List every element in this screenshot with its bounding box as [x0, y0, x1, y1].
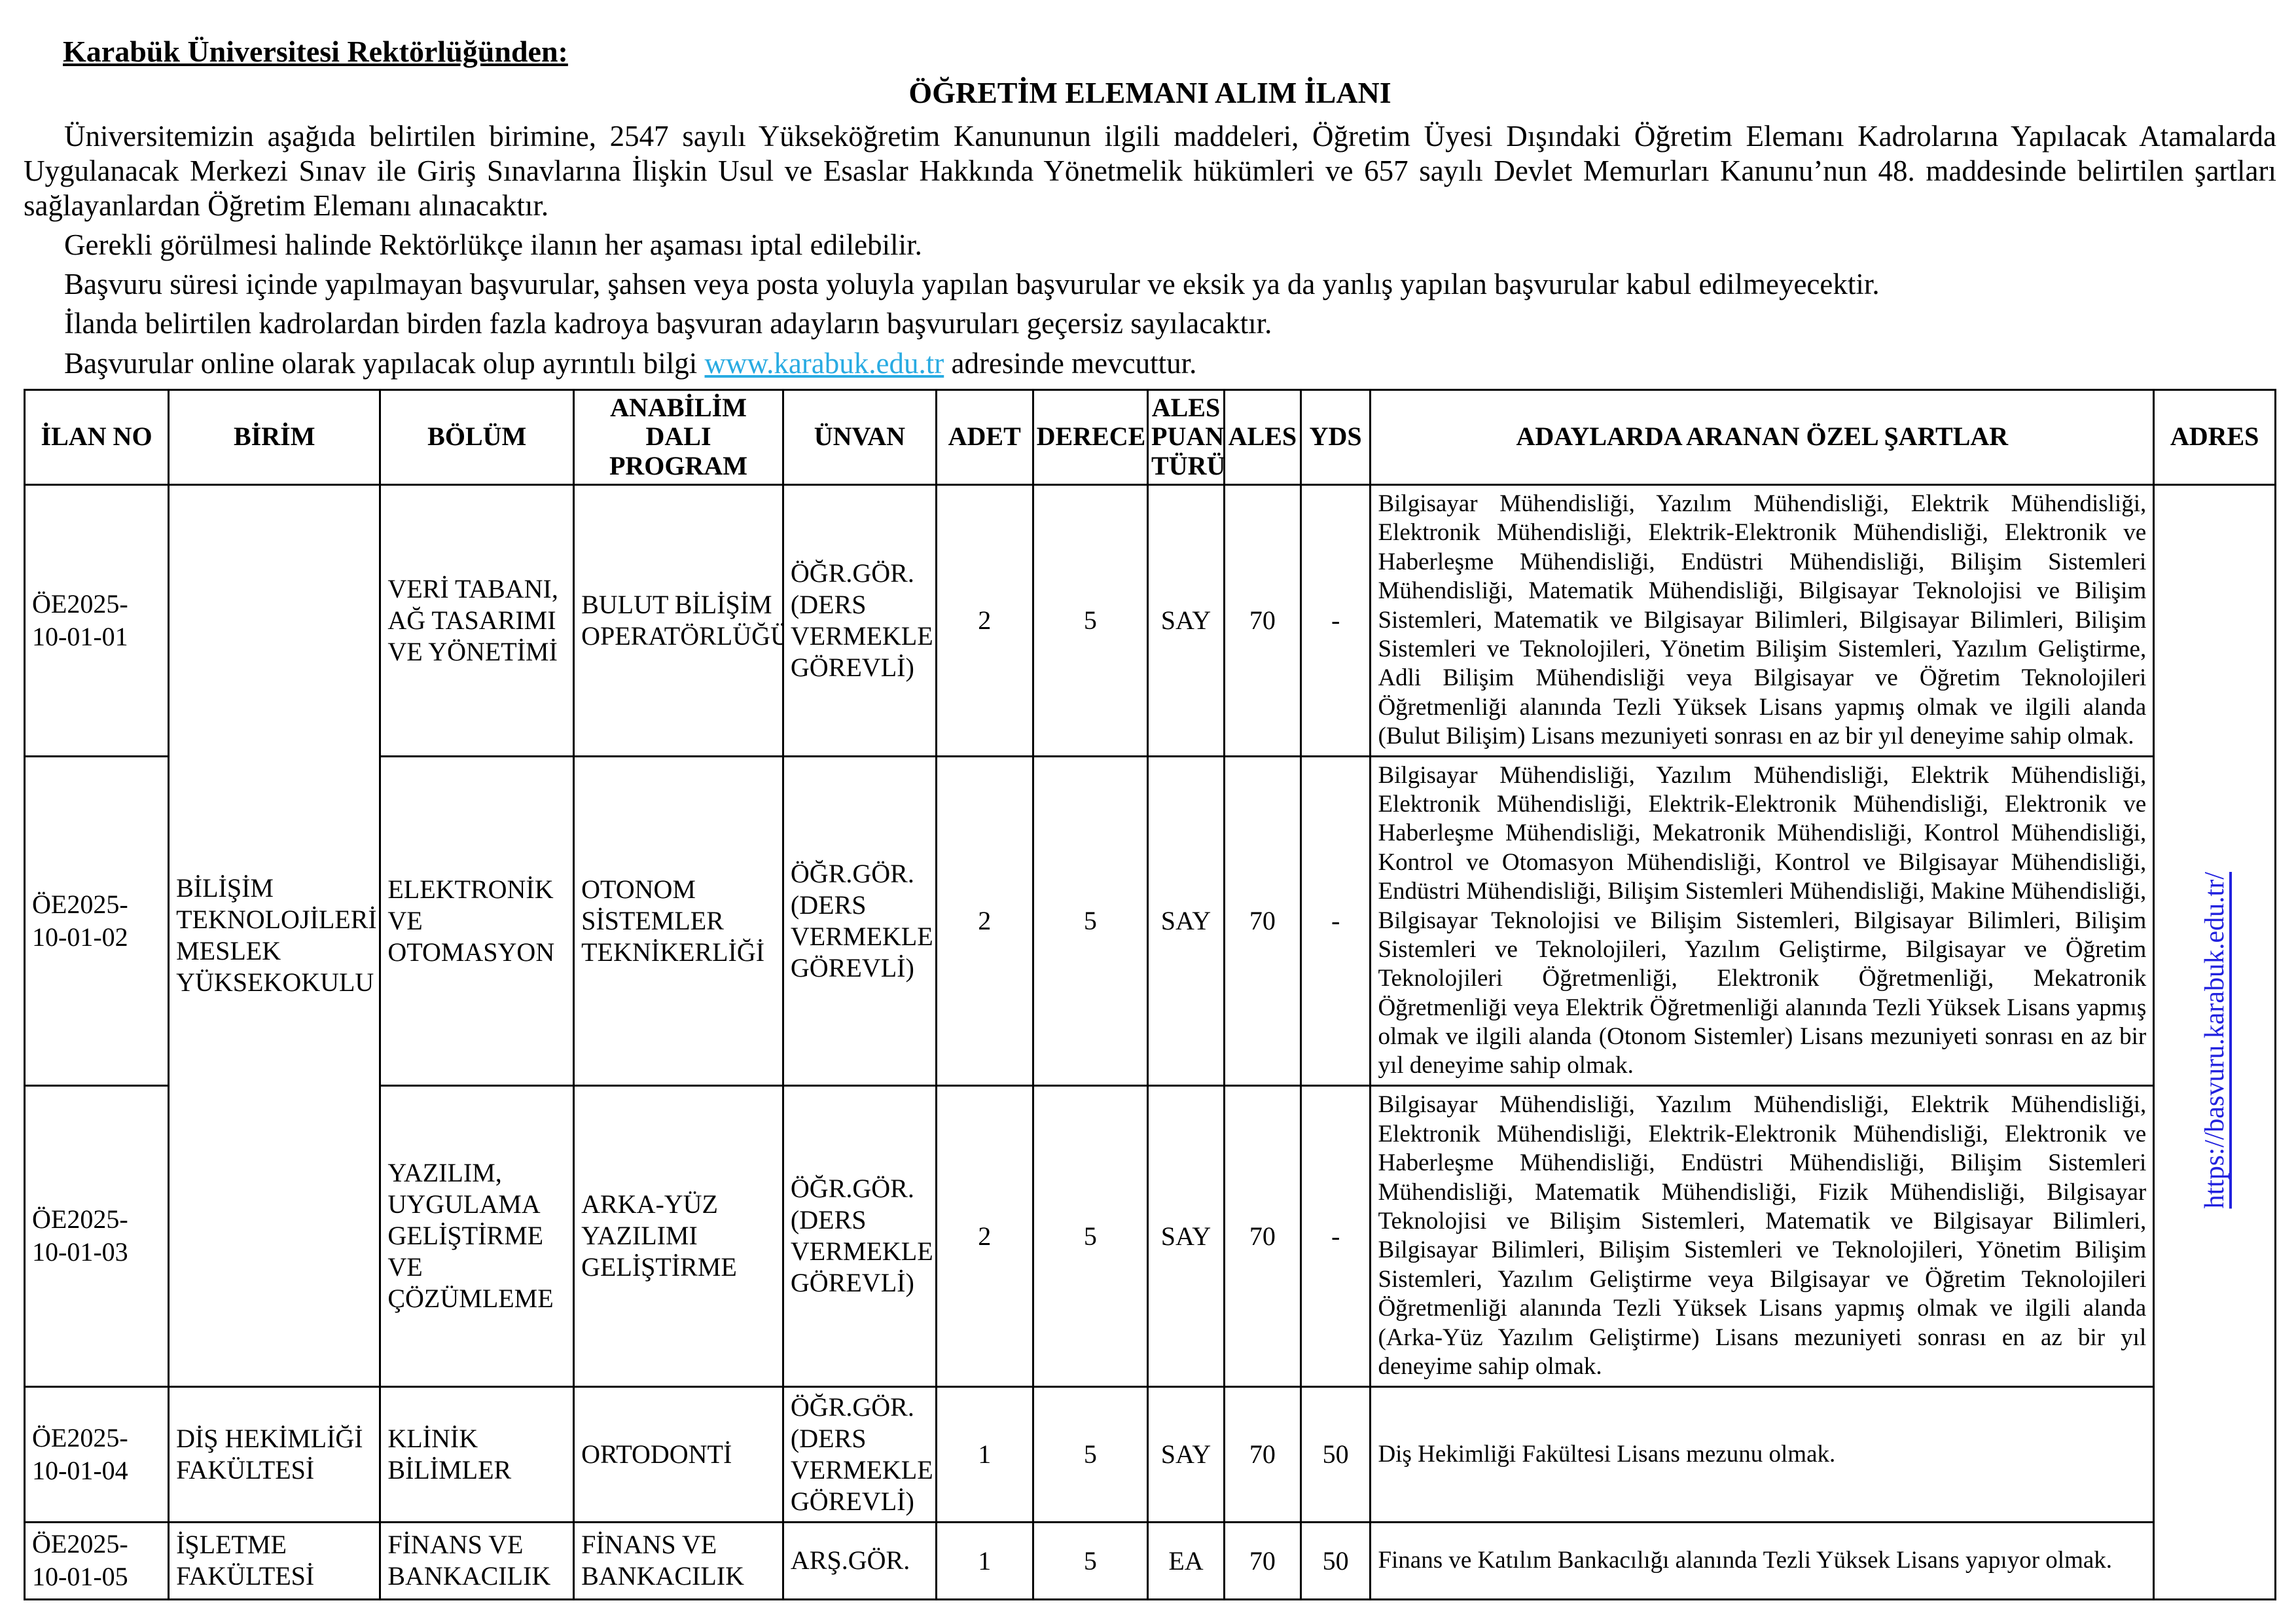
cell-yds: - [1299, 1084, 1372, 1388]
cell-adet: 2 [935, 1084, 1034, 1388]
cell-ales: 70 [1223, 1521, 1302, 1600]
cell-unvan: ÖĞR.GÖR. (DERS VERMEKLE GÖREVLİ) [781, 755, 937, 1087]
cell-yds: 50 [1299, 1385, 1372, 1523]
cell-ozel-sartlar: Diş Hekimliği Fakültesi Lisans mezunu ol… [1369, 1385, 2155, 1523]
cell-puan-turu: SAY [1147, 755, 1225, 1087]
cell-ozel-sartlar: Finans ve Katılım Bankacılığı alanında T… [1369, 1521, 2155, 1600]
cell-derece: 5 [1031, 755, 1149, 1087]
cell-ozel-sartlar: Bilgisayar Mühendisliği, Yazılım Mühendi… [1369, 484, 2155, 757]
table-header-row: İLAN NO BİRİM BÖLÜM ANABİLİM DALI PROGRA… [23, 388, 2276, 486]
cell-ilan-no: ÖE2025-10-01-02 [23, 755, 170, 1087]
header-birim: BİRİM [168, 388, 382, 486]
table-row: ÖE2025-10-01-03 YAZILIM, UYGULAMA GELİŞT… [23, 1084, 2276, 1388]
cell-ales: 70 [1223, 1084, 1302, 1388]
karabuk-website-link[interactable]: www.karabuk.edu.tr [704, 346, 944, 380]
cell-ozel-sartlar: Bilgisayar Mühendisliği, Yazılım Mühendi… [1369, 755, 2155, 1087]
cell-anabilim: ORTODONTİ [573, 1385, 784, 1523]
cell-derece: 5 [1031, 484, 1149, 757]
cell-birim: DİŞ HEKİMLİĞİ FAKÜLTESİ [168, 1385, 382, 1523]
online-application-prefix: Başvurular online olarak yapılacak olup … [64, 346, 705, 380]
online-application-suffix: adresinde mevcuttur. [944, 346, 1197, 380]
cell-anabilim: BULUT BİLİŞİM OPERATÖRLÜĞÜ [573, 484, 784, 757]
cell-puan-turu: SAY [1147, 484, 1225, 757]
cell-ilan-no: ÖE2025-10-01-05 [23, 1521, 170, 1600]
cell-bolum: VERİ TABANI, AĞ TASARIMI VE YÖNETİMİ [379, 484, 575, 757]
cell-puan-turu: EA [1147, 1521, 1225, 1600]
header-unvan: ÜNVAN [781, 388, 937, 486]
cell-ozel-sartlar: Bilgisayar Mühendisliği, Yazılım Mühendi… [1369, 1084, 2155, 1388]
table-row: ÖE2025-10-01-02 ELEKTRONİK VE OTOMASYON … [23, 755, 2276, 1087]
cell-unvan: ARŞ.GÖR. [781, 1521, 937, 1600]
multiple-application-paragraph: İlanda belirtilen kadrolardan birden faz… [64, 307, 1272, 340]
header-derece: DERECE [1031, 388, 1149, 486]
cell-ales: 70 [1223, 755, 1302, 1087]
cell-unvan: ÖĞR.GÖR. (DERS VERMEKLE GÖREVLİ) [781, 1385, 937, 1523]
cell-yds: 50 [1299, 1521, 1372, 1600]
table-row: ÖE2025-10-01-05 İŞLETME FAKÜLTESİ FİNANS… [23, 1521, 2276, 1600]
cell-bolum: ELEKTRONİK VE OTOMASYON [379, 755, 575, 1087]
header-anabilim-dali: ANABİLİM DALI PROGRAM [573, 388, 784, 486]
cell-bolum: KLİNİK BİLİMLER [379, 1385, 575, 1523]
cell-derece: 5 [1031, 1521, 1149, 1600]
table-row: ÖE2025-10-01-01 BİLİŞİM TEKNOLOJİLERİ ME… [23, 484, 2276, 1600]
cell-derece: 5 [1031, 1084, 1149, 1388]
cell-yds: - [1299, 755, 1372, 1087]
cell-anabilim: ARKA-YÜZ YAZILIMI GELİŞTİRME [573, 1084, 784, 1388]
cell-bolum: FİNANS VE BANKACILIK [379, 1521, 575, 1600]
cell-puan-turu: SAY [1147, 1084, 1225, 1388]
announcement-title: ÖĞRETİM ELEMANI ALIM İLANI [908, 76, 1391, 109]
header-bolum: BÖLÜM [379, 388, 575, 486]
cell-birim: İŞLETME FAKÜLTESİ [168, 1521, 382, 1600]
cell-derece: 5 [1031, 1385, 1149, 1523]
header-ales: ALES [1223, 388, 1302, 486]
cell-adet: 1 [935, 1521, 1034, 1600]
cell-ales: 70 [1223, 1385, 1302, 1523]
cell-birim-merged: BİLİŞİM TEKNOLOJİLERİ MESLEK YÜKSEKOKULU [168, 484, 382, 1388]
header-yds: YDS [1299, 388, 1372, 486]
cell-ilan-no: ÖE2025-10-01-03 [23, 1084, 170, 1388]
sender-heading: Karabük Üniversitesi Rektörlüğünden: [63, 35, 568, 68]
header-adet: ADET [935, 388, 1034, 486]
cell-adet: 2 [935, 755, 1034, 1087]
cell-anabilim: OTONOM SİSTEMLER TEKNİKERLİĞİ [573, 755, 784, 1087]
header-adres: ADRES [2153, 388, 2276, 486]
vacancy-table: İLAN NO BİRİM BÖLÜM ANABİLİM DALI PROGRA… [23, 388, 2276, 1600]
application-rules-paragraph: Başvuru süresi içinde yapılmayan başvuru… [64, 268, 1880, 301]
cell-yds: - [1299, 484, 1372, 757]
cell-adet: 2 [935, 484, 1034, 757]
cell-unvan: ÖĞR.GÖR. (DERS VERMEKLE GÖREVLİ) [781, 484, 937, 757]
cell-adres: https://basvuru.karabuk.edu.tr/ [2153, 484, 2276, 1600]
cell-adet: 1 [935, 1385, 1034, 1523]
header-ilan-no: İLAN NO [23, 388, 170, 486]
cell-unvan: ÖĞR.GÖR. (DERS VERMEKLE GÖREVLİ) [781, 1084, 937, 1388]
cell-ilan-no: ÖE2025-10-01-01 [23, 484, 170, 757]
header-ozel-sartlar: ADAYLARDA ARANAN ÖZEL ŞARTLAR [1369, 388, 2155, 486]
header-ales-puan-turu: ALES PUAN TÜRÜ [1147, 388, 1225, 486]
cell-puan-turu: SAY [1147, 1385, 1225, 1523]
basvuru-link[interactable]: https://basvuru.karabuk.edu.tr/ [2199, 872, 2230, 1209]
cell-ilan-no: ÖE2025-10-01-04 [23, 1385, 170, 1523]
online-application-paragraph: Başvurular online olarak yapılacak olup … [24, 346, 2276, 381]
cancellation-paragraph: Gerekli görülmesi halinde Rektörlükçe il… [64, 228, 922, 262]
intro-paragraph: Üniversitemizin aşağıda belirtilen birim… [24, 120, 2276, 223]
cell-bolum: YAZILIM, UYGULAMA GELİŞTİRME VE ÇÖZÜMLEM… [379, 1084, 575, 1388]
cell-ales: 70 [1223, 484, 1302, 757]
table-row: ÖE2025-10-01-04 DİŞ HEKİMLİĞİ FAKÜLTESİ … [23, 1385, 2276, 1523]
cell-anabilim: FİNANS VE BANKACILIK [573, 1521, 784, 1600]
